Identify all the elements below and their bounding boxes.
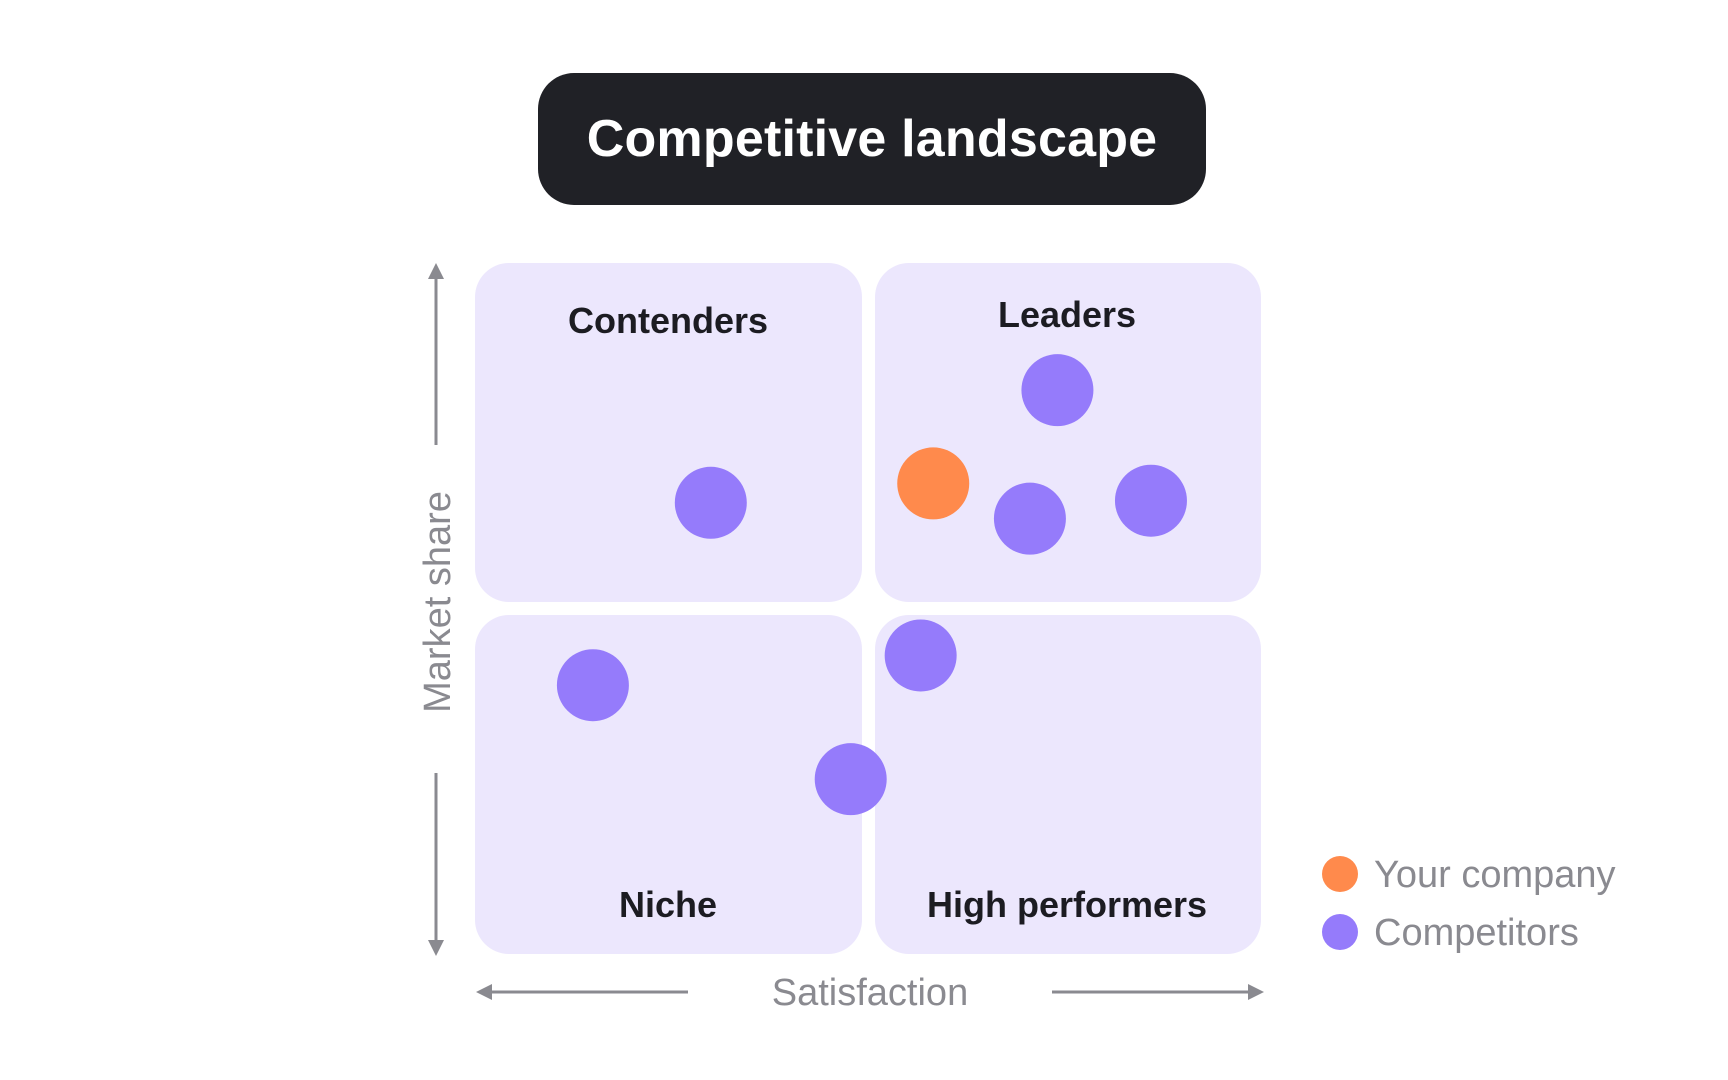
y-axis-arrow-up-head (428, 263, 444, 279)
quadrant-high-performers-bg (875, 615, 1261, 954)
quadrant-divider-horizontal (475, 602, 1261, 615)
quadrant-label-contenders: Contenders (568, 300, 768, 341)
point-competitor-7 (814, 743, 887, 816)
point-competitor-3 (1114, 464, 1187, 537)
legend-label-competitors: Competitors (1374, 912, 1579, 954)
x-axis-arrow-right-head (1248, 984, 1264, 1000)
legend-marker-competitors (1322, 914, 1358, 950)
quadrant-label-high-performers: High performers (927, 884, 1207, 925)
legend: Your company Competitors (1322, 854, 1616, 954)
x-axis-label: Satisfaction (772, 972, 968, 1014)
legend-label-your-company: Your company (1374, 854, 1616, 896)
point-competitor-1 (1021, 354, 1094, 427)
point-competitor-2 (993, 482, 1066, 555)
chart-title: Competitive landscape (538, 73, 1206, 205)
point-competitor-5 (556, 649, 629, 722)
y-axis (428, 263, 444, 956)
y-axis-arrow-down-head (428, 940, 444, 956)
legend-marker-your-company (1322, 856, 1358, 892)
quadrant-label-leaders: Leaders (998, 294, 1136, 335)
point-your-company (897, 447, 970, 520)
quadrant-label-niche: Niche (619, 884, 717, 925)
y-axis-label: Market share (417, 491, 459, 713)
x-axis-arrow-left-head (476, 984, 492, 1000)
point-competitor-4 (674, 466, 747, 539)
quadrant-contenders-bg (475, 263, 862, 602)
data-points (556, 354, 1187, 816)
point-competitor-6 (884, 619, 957, 692)
x-axis (476, 984, 1264, 1000)
